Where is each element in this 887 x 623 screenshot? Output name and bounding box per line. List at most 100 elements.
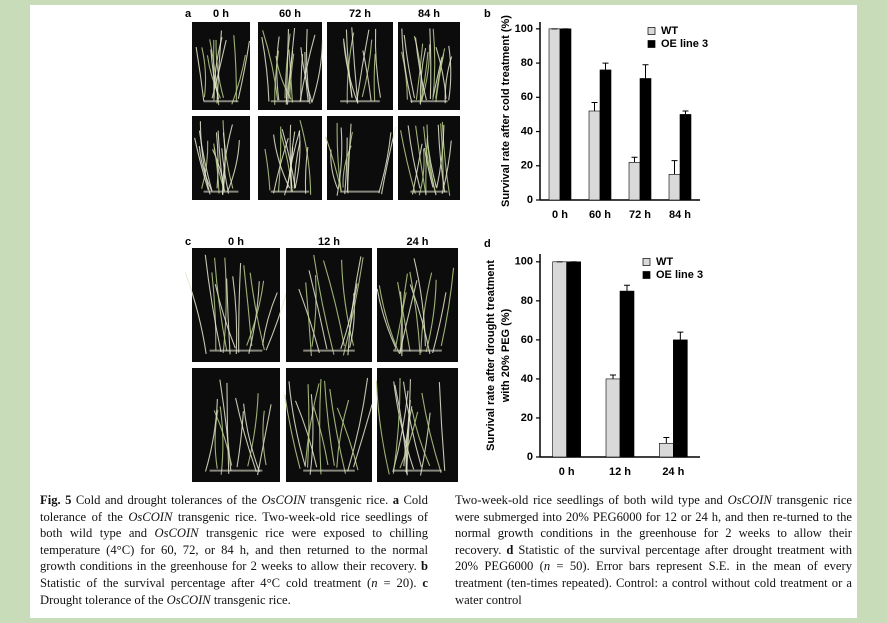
legend-swatch — [647, 27, 656, 35]
caption-bold: c — [422, 575, 428, 590]
seedling — [298, 288, 320, 353]
seedling — [406, 379, 411, 474]
caption-bold: a — [392, 493, 400, 507]
seedling — [286, 27, 296, 105]
panel-label: a — [185, 8, 192, 20]
error-bar — [671, 160, 678, 175]
seedling — [324, 380, 335, 466]
seedling — [420, 272, 433, 353]
bar — [552, 261, 567, 458]
seedling — [257, 404, 272, 476]
seedling — [289, 124, 293, 188]
seedling — [198, 146, 213, 191]
caption-italic: n — [371, 575, 378, 590]
seedling — [235, 397, 257, 472]
y-tick-label: 60 — [521, 334, 533, 346]
seedling — [414, 37, 427, 101]
y-tick-label: 80 — [521, 295, 533, 307]
error-bar — [602, 62, 609, 70]
seedling — [413, 258, 426, 347]
seedling — [304, 383, 320, 466]
seedling — [376, 288, 396, 348]
seedling — [246, 280, 265, 346]
panel-label: d — [484, 238, 491, 250]
seedling — [437, 124, 446, 193]
caption-text: Two-week-old rice seedlings of both wild… — [455, 493, 728, 507]
error-bar — [610, 374, 616, 379]
legend-label: WT — [661, 25, 678, 37]
seedling — [184, 272, 207, 355]
seedling — [201, 140, 209, 189]
y-tick-label: 40 — [521, 125, 533, 137]
seedling — [342, 257, 364, 356]
caption-italic: OsCOIN — [261, 493, 306, 507]
seedling — [435, 48, 446, 99]
panel-label: c — [185, 236, 191, 248]
bar — [659, 443, 674, 458]
bar — [599, 69, 612, 201]
seedling — [432, 292, 447, 354]
bar — [673, 339, 688, 458]
seedling — [226, 382, 230, 474]
seedling — [215, 40, 224, 98]
seedling — [204, 399, 218, 472]
seedling — [409, 271, 421, 356]
seedling — [247, 393, 259, 467]
seedling — [213, 147, 220, 194]
seedling — [398, 280, 418, 355]
legend-swatch — [642, 258, 651, 266]
seedling — [426, 124, 437, 195]
column-label: 84 h — [418, 8, 440, 20]
bar — [679, 114, 692, 201]
error-bar — [624, 284, 630, 292]
seedling — [304, 51, 309, 103]
seedling — [284, 394, 301, 469]
seedling — [375, 380, 390, 475]
seedling — [374, 28, 382, 98]
figure: a 0 h 60 h 72 h 84 h c 0 h 12 h 24 h b 0 20 40 60 80 10… — [184, 8, 708, 482]
seedling — [346, 123, 352, 193]
caption-italic: OsCOIN — [166, 592, 211, 607]
seedling — [285, 29, 290, 105]
caption-bold: b — [420, 559, 428, 574]
caption-text: = 50). Error bars represent S.E. in the … — [455, 559, 852, 607]
column-label: 72 h — [349, 8, 371, 20]
x-tick-label: 60 h — [589, 209, 611, 221]
panel-label: b — [484, 8, 491, 20]
error-bar — [677, 331, 684, 340]
seedling — [336, 122, 342, 192]
seedling — [425, 279, 437, 353]
caption-right: Two-week-old rice seedlings of both wild… — [455, 492, 852, 608]
seedling — [444, 56, 453, 104]
legend-swatch — [642, 271, 651, 279]
bar — [548, 28, 561, 201]
seedling — [420, 44, 431, 102]
seedling — [409, 284, 431, 355]
caption-italic: OsCOIN — [154, 526, 199, 541]
seedling — [216, 30, 222, 104]
caption-text: = 20). — [377, 575, 423, 590]
seedling — [214, 409, 219, 469]
seedling — [219, 379, 232, 472]
error-bar — [682, 110, 689, 115]
bar — [605, 378, 621, 458]
seedling — [435, 54, 445, 102]
caption-text: Cold and drought tolerances of the — [71, 493, 262, 507]
seedling — [392, 378, 401, 474]
caption-text: transgenic rice. — [305, 493, 393, 507]
seedling — [233, 35, 237, 102]
seedling — [277, 126, 282, 192]
seedling — [214, 284, 236, 349]
column-label: 24 h — [406, 236, 428, 248]
seedling — [262, 30, 279, 101]
caption-bold: Fig. 5 — [40, 493, 72, 507]
seedling — [421, 392, 442, 473]
bar — [628, 162, 641, 201]
seedling — [198, 130, 213, 192]
x-tick-label: 0 h — [552, 209, 568, 221]
y-tick-label: 40 — [521, 373, 533, 385]
seedling — [380, 126, 397, 195]
bar — [559, 28, 572, 201]
seedling — [415, 125, 427, 196]
